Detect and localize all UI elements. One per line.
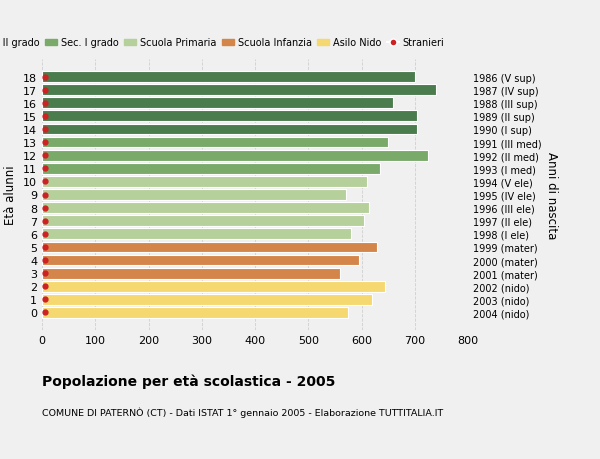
Bar xyxy=(42,216,364,227)
Bar xyxy=(42,308,348,318)
Text: Popolazione per età scolastica - 2005: Popolazione per età scolastica - 2005 xyxy=(42,374,335,389)
Bar xyxy=(42,268,340,279)
Bar xyxy=(42,229,351,240)
Bar xyxy=(42,190,346,201)
Text: COMUNE DI PATERNÒ (CT) - Dati ISTAT 1° gennaio 2005 - Elaborazione TUTTITALIA.IT: COMUNE DI PATERNÒ (CT) - Dati ISTAT 1° g… xyxy=(42,406,443,417)
Y-axis label: Anni di nascita: Anni di nascita xyxy=(545,151,558,239)
Bar xyxy=(42,151,428,161)
Legend: Sec. II grado, Sec. I grado, Scuola Primaria, Scuola Infanzia, Asilo Nido, Stran: Sec. II grado, Sec. I grado, Scuola Prim… xyxy=(0,34,448,52)
Bar xyxy=(42,242,377,253)
Bar xyxy=(42,163,380,174)
Bar xyxy=(42,98,394,109)
Bar xyxy=(42,255,359,266)
Bar xyxy=(42,85,436,96)
Bar xyxy=(42,111,418,122)
Bar xyxy=(42,294,372,305)
Bar xyxy=(42,177,367,187)
Bar xyxy=(42,72,415,83)
Bar xyxy=(42,203,370,213)
Bar xyxy=(42,137,388,148)
Bar xyxy=(42,281,385,292)
Y-axis label: Età alunni: Età alunni xyxy=(4,165,17,225)
Bar xyxy=(42,124,418,135)
